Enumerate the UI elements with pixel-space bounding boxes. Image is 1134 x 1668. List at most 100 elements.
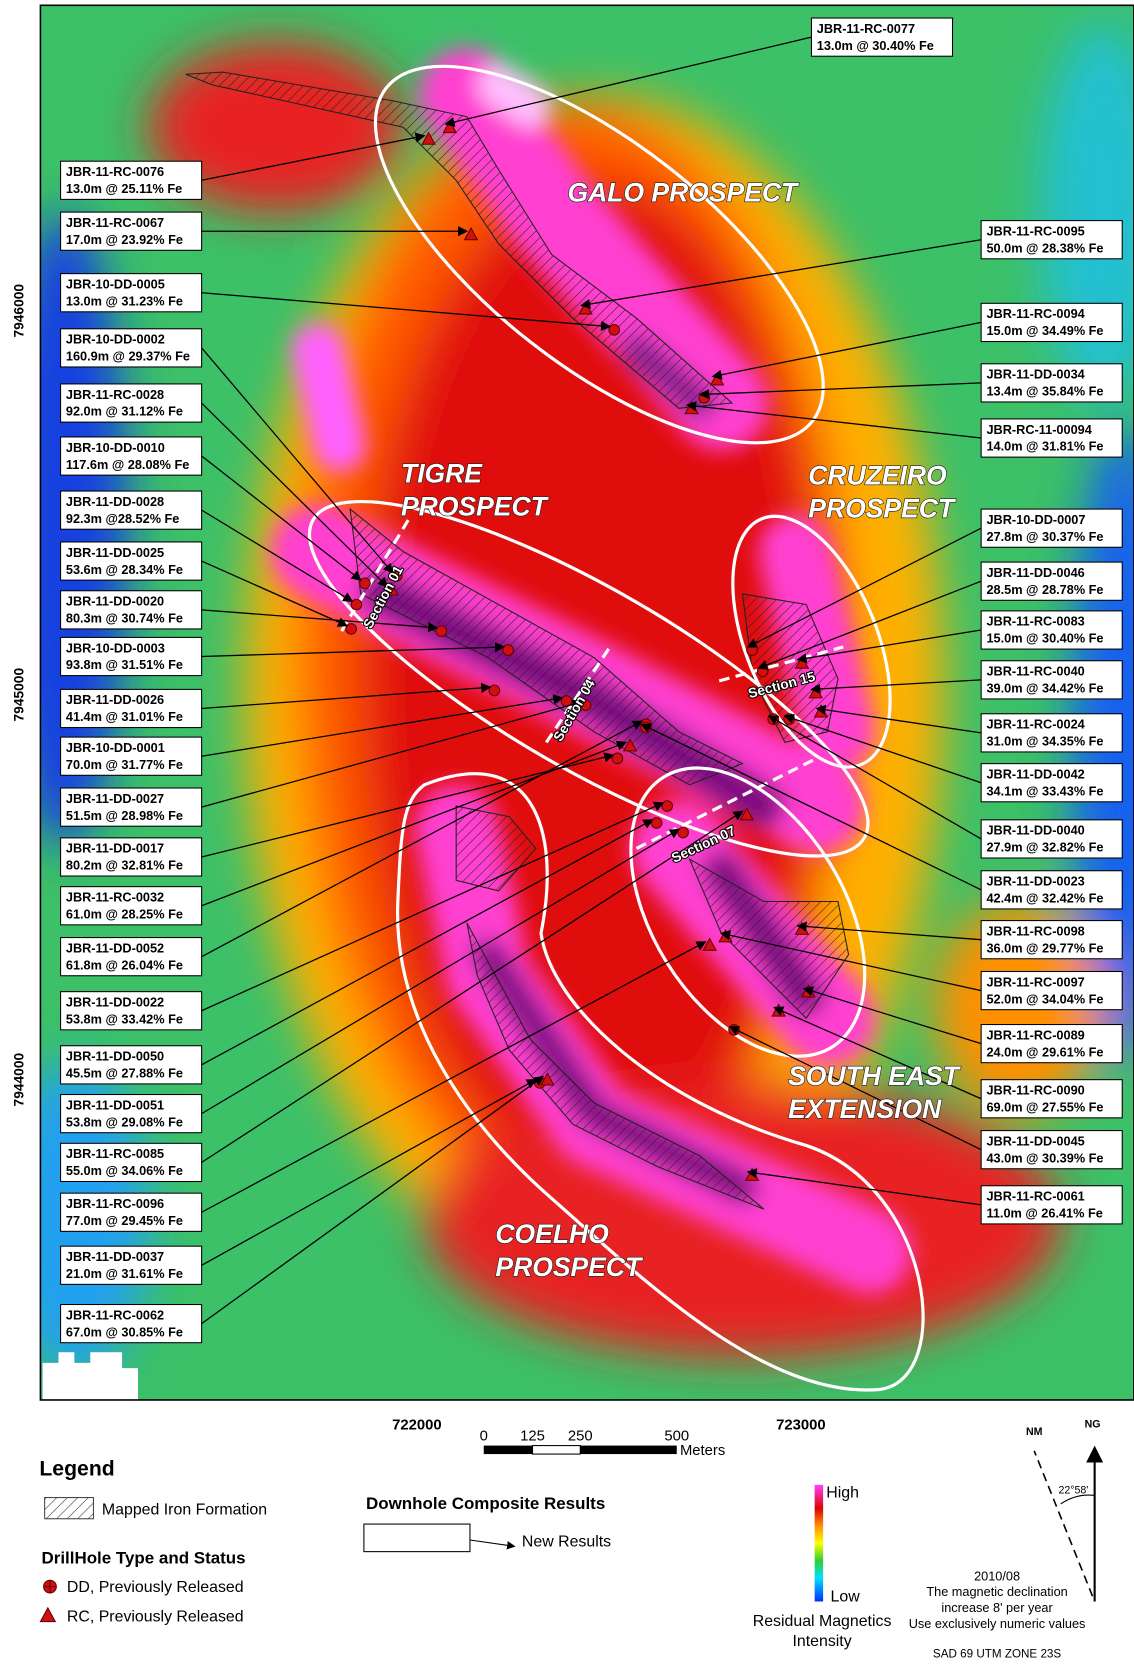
callout-box: [980, 610, 1123, 650]
leader-line: [201, 132, 426, 181]
hole-id: JBR-10-DD-0003: [66, 640, 165, 655]
northing-label: 7946000: [11, 284, 26, 338]
callout-box: [980, 763, 1123, 803]
leader-line: [720, 930, 982, 992]
callout-box: [60, 541, 203, 581]
hole-id: JBR-11-RC-0061: [986, 1189, 1084, 1204]
callout-box: [60, 937, 203, 977]
hole-id: JBR-11-DD-0045: [986, 1133, 1084, 1148]
mag-title: Residual Magnetics: [753, 1613, 892, 1630]
leader-line: [767, 715, 982, 840]
hole-result: 24.0m @ 29.61% Fe: [986, 1044, 1103, 1059]
callout-box: [60, 1093, 203, 1134]
leader-line: [773, 1006, 982, 1100]
hole-result: 27.9m @ 32.82% Fe: [986, 840, 1103, 855]
callout-box: [60, 436, 203, 476]
callout-box: [980, 920, 1123, 960]
mag-title: Intensity: [792, 1633, 851, 1650]
dd-hole: [488, 684, 501, 697]
hole-result: 21.0m @ 31.61% Fe: [66, 1266, 183, 1281]
scale-tick: 500: [664, 1428, 689, 1444]
leader-line: [201, 801, 665, 1012]
mag-high: High: [826, 1485, 859, 1502]
hole-result: 41.4m @ 31.01% Fe: [66, 709, 183, 724]
hole-result: 51.5m @ 28.98% Fe: [66, 808, 183, 823]
section-lines: [340, 518, 844, 850]
dd-hole: [677, 826, 689, 839]
prospect-label: SOUTH EAST: [788, 1061, 962, 1091]
dd-hole: [650, 817, 663, 829]
callout-box: [60, 1303, 203, 1344]
hole-id: JBR-11-DD-0020: [66, 594, 164, 609]
leader-line: [728, 1025, 982, 1151]
callout-box: [60, 590, 203, 630]
dd-hole: [350, 598, 363, 611]
easting-label: 722000: [392, 1418, 441, 1434]
hole-id: JBR-11-RC-0028: [66, 387, 164, 402]
hole-result: 42.4m @ 32.42% Fe: [986, 891, 1103, 906]
leader-line: [201, 752, 615, 858]
hole-id: JBR-11-RC-0090: [986, 1083, 1084, 1098]
hole-result: 15.0m @ 34.49% Fe: [986, 323, 1103, 338]
leader-line: [711, 321, 982, 380]
prospect-label: PROSPECT: [808, 494, 957, 524]
scale-tick: 250: [568, 1428, 593, 1444]
hole-result: 92.3m @28.52% Fe: [66, 511, 180, 526]
leader-line: [201, 941, 707, 1213]
leader-line: [201, 642, 506, 658]
callout-box: [60, 886, 203, 926]
hole-id: JBR-11-DD-0046: [986, 565, 1084, 580]
hole-result: 14.0m @ 31.81% Fe: [986, 439, 1103, 454]
mag-low: Low: [831, 1588, 861, 1605]
callout-box: [60, 490, 203, 530]
northing-label: 7945000: [11, 668, 26, 722]
note: increase 8' per year: [941, 1600, 1053, 1615]
callout-box: [980, 220, 1123, 260]
callout-box: [980, 660, 1123, 700]
leader-line: [201, 292, 612, 331]
callout-box: [60, 837, 203, 877]
callout-box: [980, 508, 1123, 548]
hole-id: JBR-11-RC-0089: [986, 1027, 1084, 1042]
hole-result: 13.4m @ 35.84% Fe: [986, 384, 1103, 399]
prospect-label: COELHO: [495, 1219, 609, 1249]
prospect-label: PROSPECT: [401, 491, 550, 521]
leader-line: [796, 629, 982, 664]
leader-line: [698, 382, 982, 400]
hole-result: 55.0m @ 34.06% Fe: [66, 1163, 183, 1178]
hole-result: 80.2m @ 32.81% Fe: [66, 858, 183, 873]
hole-id: JBR-11-DD-0025: [66, 545, 164, 560]
hole-result: 93.8m @ 31.51% Fe: [66, 657, 183, 672]
hole-result: 53.8m @ 29.08% Fe: [66, 1114, 183, 1129]
hole-result: 27.8m @ 30.37% Fe: [986, 529, 1103, 544]
leader-line: [201, 1079, 537, 1266]
hole-id: JBR-11-DD-0040: [986, 823, 1084, 838]
leader-line: [201, 560, 349, 627]
hole-result: 39.0m @ 34.42% Fe: [986, 681, 1103, 696]
hole-id: JBR-RC-11-00094: [986, 422, 1091, 437]
callout-box: [60, 273, 203, 313]
north-nm: NM: [1026, 1426, 1043, 1438]
rc-hole: [540, 1072, 555, 1086]
leader-line: [757, 580, 982, 670]
hole-result: 45.5m @ 27.88% Fe: [66, 1066, 183, 1081]
prospect-label: GALO PROSPECT: [568, 178, 801, 208]
hole-id: JBR-11-DD-0023: [986, 874, 1084, 889]
callout-box: [980, 870, 1123, 910]
callout-box: [980, 1079, 1123, 1119]
hole-result: 53.6m @ 28.34% Fe: [66, 562, 183, 577]
hole-id: JBR-11-DD-0050: [66, 1049, 164, 1064]
callout-box: [60, 991, 203, 1031]
hole-id: JBR-11-DD-0042: [986, 766, 1084, 781]
legend-title: Legend: [39, 1457, 114, 1480]
hole-result: 77.0m @ 29.45% Fe: [66, 1213, 183, 1228]
hole-result: 53.8m @ 33.42% Fe: [66, 1011, 183, 1026]
legend-iron: Mapped Iron Formation: [102, 1502, 267, 1519]
easting-label: 723000: [776, 1418, 825, 1434]
hole-id: JBR-11-DD-0026: [66, 692, 164, 707]
hole-id: JBR-11-RC-0096: [66, 1196, 164, 1211]
leader-line: [201, 347, 394, 574]
hole-result: 80.3m @ 30.74% Fe: [66, 611, 183, 626]
dd-hole: [390, 570, 403, 582]
